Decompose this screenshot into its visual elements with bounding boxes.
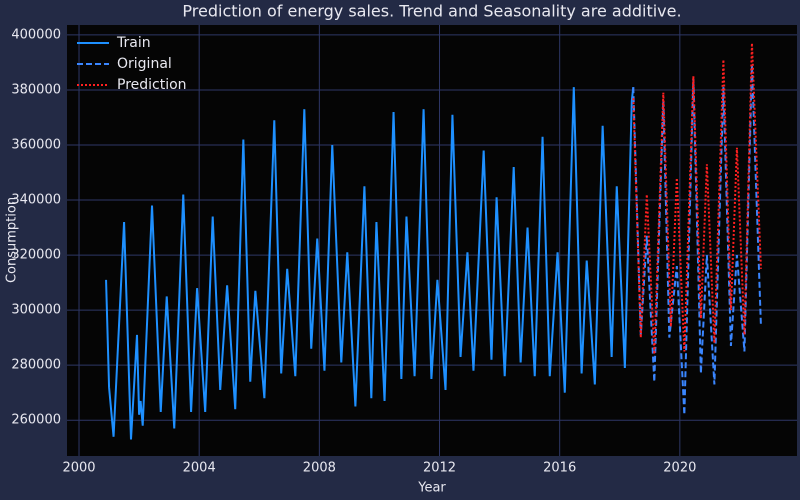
x-tick-label: 2008 (303, 461, 336, 476)
x-tick-label: 2004 (183, 461, 216, 476)
x-tick-label: 2012 (423, 461, 456, 476)
y-tick-label: 400000 (11, 27, 61, 42)
x-tick-label: 2020 (663, 461, 696, 476)
x-tick-label: 2016 (543, 461, 576, 476)
grid (67, 25, 797, 456)
y-tick-label: 340000 (11, 193, 61, 208)
x-axis-label: Year (417, 481, 446, 496)
legend-label: Prediction (117, 77, 187, 93)
series-line (632, 43, 762, 355)
legend: Train Original Prediction (77, 35, 187, 93)
series-line (105, 87, 635, 440)
y-axis-label: Consumption (5, 197, 20, 283)
y-tick-label: 360000 (11, 137, 61, 152)
y-tick-label: 300000 (11, 303, 61, 318)
chart-title: Prediction of energy sales. Trend and Se… (182, 2, 681, 21)
legend-label: Original (117, 56, 172, 72)
y-tick-label: 320000 (11, 248, 61, 263)
y-tick-label: 380000 (11, 82, 61, 97)
y-tick-label: 260000 (11, 413, 61, 428)
plot-area (67, 25, 797, 456)
legend-label: Train (116, 35, 151, 51)
y-tick-label: 280000 (11, 358, 61, 373)
lines (105, 43, 762, 440)
x-tick-label: 2000 (62, 461, 95, 476)
